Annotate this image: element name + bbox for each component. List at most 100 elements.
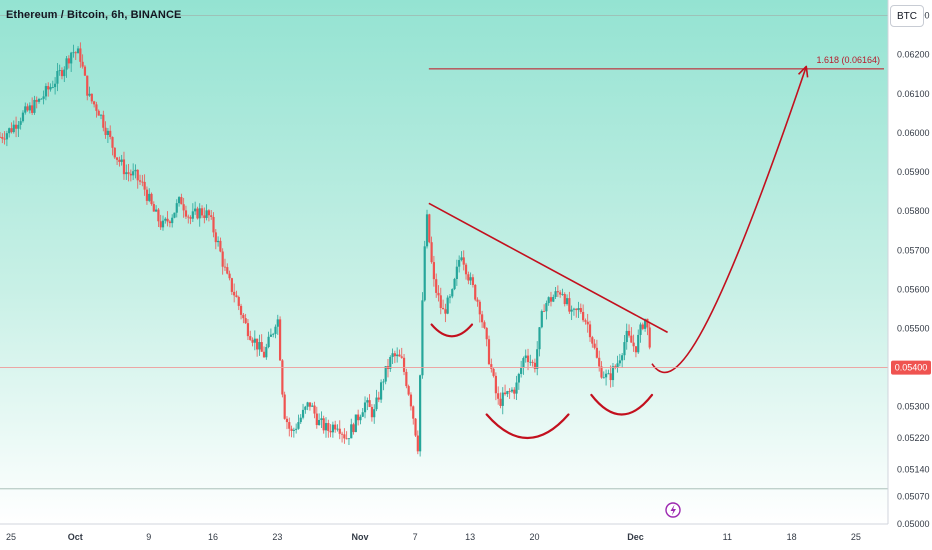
candle — [458, 255, 461, 273]
candle — [549, 291, 553, 307]
candle — [538, 326, 541, 357]
candle — [93, 100, 96, 108]
time-tick-label: Nov — [351, 532, 368, 542]
candle — [191, 203, 194, 222]
candle — [485, 327, 488, 347]
projection-curve[interactable] — [651, 66, 808, 374]
candle — [402, 353, 406, 376]
candle — [260, 334, 263, 352]
candle — [132, 163, 135, 181]
candle — [467, 271, 470, 285]
candle — [122, 151, 126, 180]
candle — [595, 339, 598, 359]
currency-button[interactable]: BTC — [890, 5, 924, 27]
candle — [74, 51, 77, 61]
right-shoulder-arc[interactable] — [590, 393, 654, 416]
candle — [141, 174, 144, 187]
candle — [579, 303, 582, 314]
candle — [278, 316, 282, 362]
candle — [281, 359, 284, 398]
candle — [324, 417, 328, 438]
drawings: 1.618 (0.06164) — [428, 55, 884, 439]
left-shoulder-arc[interactable] — [430, 323, 474, 338]
candle — [223, 258, 227, 271]
candle — [67, 55, 70, 69]
candle — [409, 392, 413, 411]
candle — [19, 117, 22, 130]
trendline[interactable] — [428, 202, 668, 334]
candle — [145, 186, 149, 205]
chart-background — [0, 0, 888, 524]
candle — [164, 217, 167, 224]
candle — [584, 318, 587, 325]
candle — [44, 83, 48, 101]
candle — [276, 314, 279, 335]
candle — [582, 304, 585, 323]
candle — [21, 110, 25, 123]
candle — [58, 64, 61, 76]
candle — [86, 75, 89, 101]
candle — [53, 77, 57, 95]
candle — [42, 90, 45, 105]
candle — [501, 387, 504, 415]
time-tick-label: 13 — [465, 532, 475, 542]
candle — [559, 290, 562, 298]
price-tick-label: 0.06100 — [897, 89, 930, 99]
candle — [26, 103, 29, 112]
time-tick-label: 20 — [529, 532, 539, 542]
candle — [545, 300, 548, 320]
candle — [575, 308, 578, 318]
symbol-title[interactable]: Ethereum / Bitcoin, 6h, BINANCE — [6, 9, 182, 21]
candle — [419, 374, 422, 457]
candle — [510, 387, 514, 393]
candle — [182, 197, 185, 218]
candle — [361, 408, 364, 418]
candle — [157, 207, 160, 227]
candle — [12, 120, 15, 134]
candle — [320, 411, 323, 428]
candle — [143, 174, 146, 196]
candle — [113, 147, 116, 160]
session-lines — [0, 15, 888, 490]
candle — [76, 46, 80, 54]
candle — [216, 236, 220, 247]
candle — [14, 116, 18, 138]
candle — [345, 431, 348, 440]
candle — [460, 251, 463, 262]
candle — [106, 127, 110, 143]
candle — [70, 51, 73, 72]
candle — [17, 121, 20, 137]
candle — [565, 294, 569, 306]
candle — [219, 237, 222, 253]
candle — [448, 294, 452, 304]
candle — [556, 285, 559, 297]
candle — [430, 236, 433, 264]
candle — [306, 401, 309, 411]
price-axis-panel[interactable] — [888, 0, 932, 550]
candle — [297, 414, 300, 430]
candle — [517, 372, 520, 390]
candle — [313, 401, 316, 419]
candle — [194, 201, 197, 215]
candle — [31, 97, 34, 115]
candle — [115, 157, 119, 166]
candle — [400, 347, 403, 359]
candle — [593, 339, 596, 350]
candle — [205, 204, 208, 221]
candle — [648, 321, 651, 350]
candle — [239, 303, 243, 320]
candle — [476, 297, 479, 307]
candle — [439, 287, 442, 315]
candle — [196, 206, 199, 220]
candle — [542, 304, 546, 312]
candle — [464, 262, 468, 280]
head-arc[interactable] — [485, 413, 570, 439]
candle — [540, 309, 543, 329]
candle — [49, 83, 52, 92]
lightning-icon[interactable] — [665, 502, 681, 518]
candle — [398, 349, 401, 357]
candle — [379, 379, 383, 403]
time-axis-panel[interactable] — [0, 524, 888, 550]
candle — [251, 337, 254, 347]
